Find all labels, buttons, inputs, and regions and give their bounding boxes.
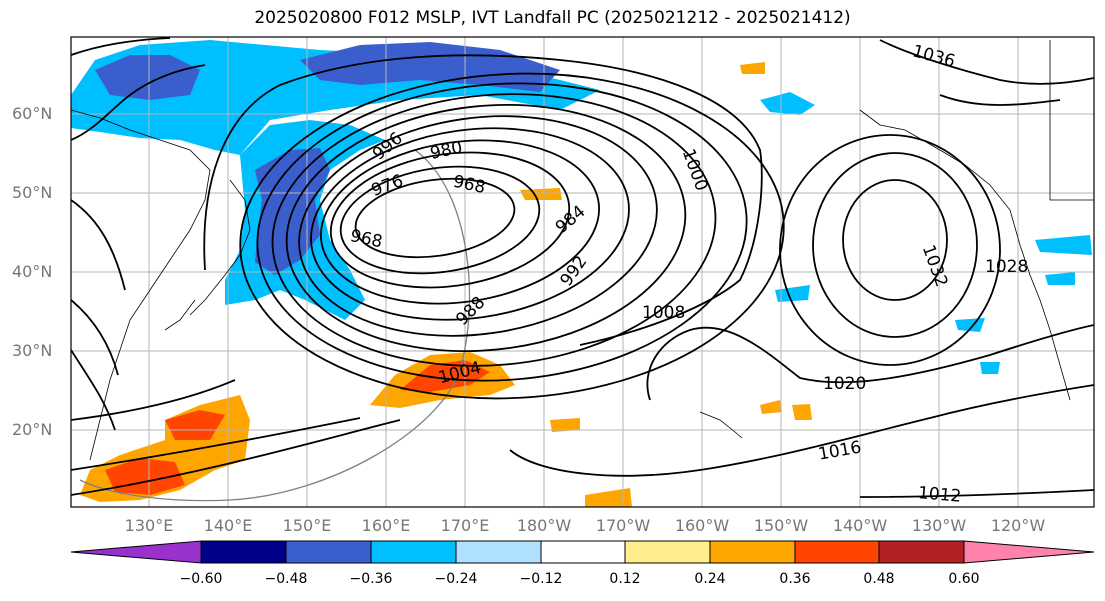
colorbar-bin-5 xyxy=(540,540,626,564)
isobar-984 xyxy=(310,127,630,321)
colorbar-tick-4: −0.24 xyxy=(434,571,478,587)
isobar-972 xyxy=(339,165,541,275)
colorbar-bin-3 xyxy=(370,540,457,564)
isobar-1008 xyxy=(71,54,763,421)
isobar-992 xyxy=(285,103,687,353)
lon-label-170w: 170°W xyxy=(595,516,651,535)
lat-label-60n: 60°N xyxy=(12,104,53,123)
contour-label-1028: 1028 xyxy=(985,257,1028,277)
colorbar-bin-7 xyxy=(709,540,796,564)
ivt-shade-east-pacific xyxy=(760,92,1092,374)
isobar-996 xyxy=(271,93,717,367)
colorbar-extend-low xyxy=(70,540,202,564)
ivt-shade-north-west-dark xyxy=(95,55,200,100)
contour-label-1012: 1012 xyxy=(917,483,962,507)
contour-label-1036: 1036 xyxy=(910,41,957,72)
isobar-labels: 1036 1032 1028 1020 1016 1012 1008 1004 … xyxy=(348,41,1028,506)
contour-label-968-east: 968 xyxy=(451,172,487,198)
lon-label-150e: 150°E xyxy=(282,516,332,535)
lon-label-140w: 140°W xyxy=(832,516,888,535)
colorbar xyxy=(70,540,1095,564)
isobar-976 xyxy=(329,151,571,289)
colorbar-tick-1: −0.60 xyxy=(179,571,223,587)
map-frame xyxy=(70,36,1095,508)
colorbar-tick-7: 0.24 xyxy=(694,571,726,587)
ivt-shade-subtropical-core xyxy=(400,360,490,392)
ivt-negative-shading xyxy=(71,40,1092,374)
colorbar-tick-6: 0.12 xyxy=(609,571,641,587)
ivt-shade-southwest-core xyxy=(105,410,225,495)
isobar-1024-west xyxy=(71,199,126,291)
contour-label-984: 984 xyxy=(552,202,590,238)
lon-label-160e: 160°E xyxy=(361,516,411,535)
lon-label-180w: 180°W xyxy=(516,516,572,535)
isobar-1016 xyxy=(71,384,1094,496)
colorbar-tick-9: 0.48 xyxy=(863,571,895,587)
contour-label-1008: 1008 xyxy=(642,303,685,323)
lat-label-50n: 50°N xyxy=(12,183,53,202)
contour-label-1016: 1016 xyxy=(817,437,863,464)
isobar-980 xyxy=(320,139,600,305)
isobar-988 xyxy=(298,115,658,337)
isobar-1028 xyxy=(812,152,978,338)
lon-label-130w: 130°W xyxy=(911,516,967,535)
distance-ring xyxy=(79,149,471,502)
map-title: 2025020800 F012 MSLP, IVT Landfall PC (2… xyxy=(254,8,851,28)
lon-label-130e: 130°E xyxy=(124,516,174,535)
lon-label-140e: 140°E xyxy=(203,516,253,535)
isobar-968 xyxy=(354,177,516,259)
isobar-1020-west xyxy=(71,299,119,376)
isobar-1020 xyxy=(646,324,1094,401)
isobar-1036b xyxy=(939,94,1061,106)
colorbar-bin-8 xyxy=(794,540,880,564)
colorbar-tick-8: 0.36 xyxy=(779,571,811,587)
colorbar-bin-2 xyxy=(285,540,372,564)
colorbar-tick-5: −0.12 xyxy=(519,571,563,587)
isobar-1016-west xyxy=(71,349,116,431)
colorbar-extend-high xyxy=(963,540,1095,564)
isobar-1036-arctic xyxy=(71,37,171,56)
contour-label-1000: 1000 xyxy=(678,146,712,193)
lon-label-160w: 160°W xyxy=(674,516,730,535)
lon-label-120w: 120°W xyxy=(990,516,1046,535)
colorbar-bin-4 xyxy=(455,540,542,564)
isobar-1036 xyxy=(879,39,1094,85)
colorbar-bin-6 xyxy=(624,540,711,564)
contour-label-968-west: 968 xyxy=(348,226,384,252)
isobar-1032 xyxy=(842,179,948,301)
colorbar-tick-2: −0.48 xyxy=(264,571,308,587)
lat-label-40n: 40°N xyxy=(12,262,53,281)
colorbar-bin-1 xyxy=(200,540,287,564)
lat-label-30n: 30°N xyxy=(12,341,53,360)
colorbar-tick-10: 0.60 xyxy=(948,571,980,587)
isobar-1024 xyxy=(779,134,1001,366)
colorbar-bin-9 xyxy=(878,540,965,564)
mslp-isobars xyxy=(71,37,1094,498)
isobar-1028-west xyxy=(71,64,206,141)
lon-label-150w: 150°W xyxy=(753,516,809,535)
lat-label-20n: 20°N xyxy=(12,420,53,439)
ivt-shade-north-dark xyxy=(300,42,560,92)
contour-label-992: 992 xyxy=(556,252,591,290)
colorbar-tick-3: −0.36 xyxy=(349,571,393,587)
contour-label-980: 980 xyxy=(428,138,464,164)
isobar-1012 xyxy=(71,417,1094,498)
lon-label-170e: 170°E xyxy=(440,516,490,535)
contour-label-1020: 1020 xyxy=(823,374,866,394)
isobar-1000 xyxy=(256,82,748,382)
